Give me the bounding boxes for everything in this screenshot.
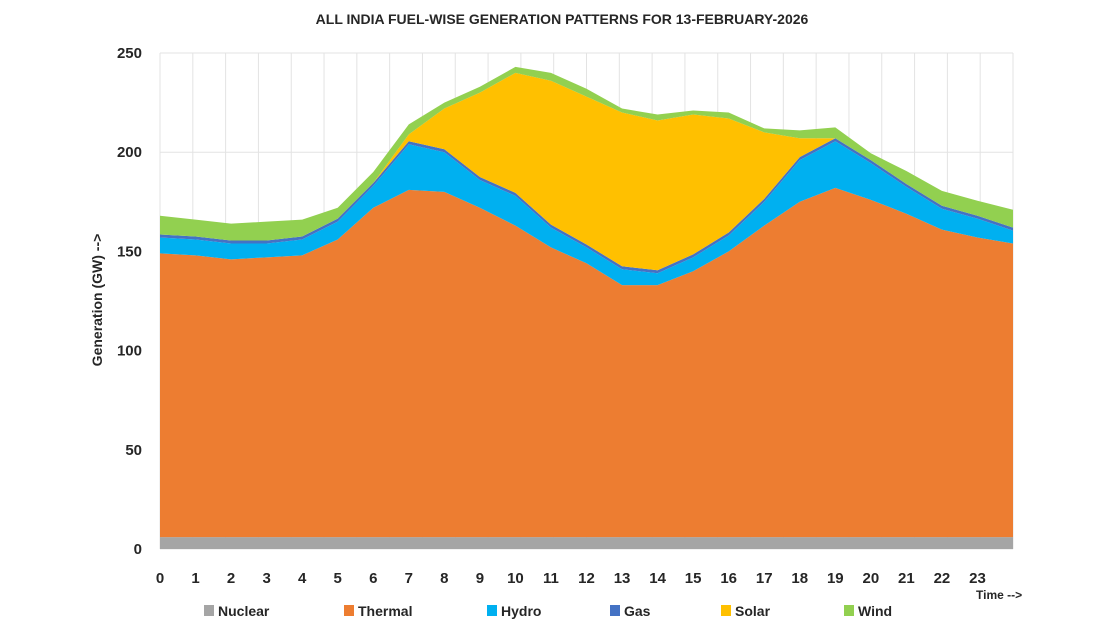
x-tick-label: 5 (334, 570, 342, 587)
x-axis-label: Time --> (976, 588, 1022, 602)
legend-item-wind: Wind (844, 603, 892, 619)
legend-item-solar: Solar (721, 603, 771, 619)
x-tick-label: 0 (156, 570, 164, 587)
chart-title: ALL INDIA FUEL-WISE GENERATION PATTERNS … (316, 11, 809, 27)
legend-item-nuclear: Nuclear (204, 603, 270, 619)
legend: Nuclear Thermal Hydro Gas Solar Wind (204, 603, 892, 619)
x-tick-label: 2 (227, 570, 235, 587)
x-tick-label: 15 (685, 570, 702, 587)
x-tick-label: 12 (578, 570, 595, 587)
legend-item-thermal: Thermal (344, 603, 412, 619)
area-wind (160, 66, 1013, 241)
x-tick-label: 17 (756, 570, 773, 587)
series-areas (160, 66, 1013, 549)
x-tick-label: 7 (405, 570, 413, 587)
y-tick-label: 250 (117, 45, 142, 62)
x-tick-label: 16 (720, 570, 737, 587)
x-tick-label: 19 (827, 570, 844, 587)
x-tick-label: 11 (543, 570, 559, 587)
y-tick-label: 150 (117, 243, 142, 260)
x-tick-label: 8 (440, 570, 448, 587)
x-tick-label: 13 (614, 570, 631, 587)
legend-label: Hydro (501, 603, 541, 619)
x-tick-label: 23 (969, 570, 986, 587)
legend-label: Nuclear (218, 603, 270, 619)
legend-swatch (721, 605, 731, 616)
x-tick-label: 21 (898, 570, 915, 587)
legend-label: Solar (735, 603, 771, 619)
x-tick-label: 9 (476, 570, 484, 587)
x-tick-label: 22 (934, 570, 951, 587)
y-tick-label: 0 (134, 541, 142, 558)
y-tick-label: 200 (117, 144, 142, 161)
legend-label: Wind (858, 603, 892, 619)
legend-item-gas: Gas (610, 603, 651, 619)
area-gas (160, 138, 1013, 274)
y-tick-label: 100 (117, 343, 142, 360)
x-tick-label: 4 (298, 570, 307, 587)
y-axis-label: Generation (GW) --> (89, 234, 105, 367)
x-axis-ticks: 0 1 2 3 4 5 6 7 8 9 10 11 12 13 14 15 16 17 18 19 20 21 22 23 (156, 570, 986, 587)
x-tick-label: 20 (862, 570, 879, 587)
area-thermal (160, 187, 1013, 538)
legend-swatch (204, 605, 214, 616)
x-tick-label: 3 (262, 570, 270, 587)
legend-item-hydro: Hydro (487, 603, 541, 619)
area-nuclear (160, 537, 1013, 549)
area-solar (160, 72, 1013, 271)
legend-swatch (487, 605, 497, 616)
y-tick-label: 50 (125, 442, 142, 459)
x-tick-label: 10 (507, 570, 524, 587)
legend-swatch (844, 605, 854, 616)
legend-swatch (344, 605, 354, 616)
x-tick-label: 1 (191, 570, 199, 587)
legend-label: Thermal (358, 603, 412, 619)
y-axis-ticks: 0 50 100 150 200 250 (117, 45, 142, 558)
legend-label: Gas (624, 603, 651, 619)
x-tick-label: 14 (649, 570, 666, 587)
x-tick-label: 6 (369, 570, 377, 587)
legend-swatch (610, 605, 620, 616)
x-tick-label: 18 (791, 570, 808, 587)
area-hydro (160, 141, 1013, 286)
